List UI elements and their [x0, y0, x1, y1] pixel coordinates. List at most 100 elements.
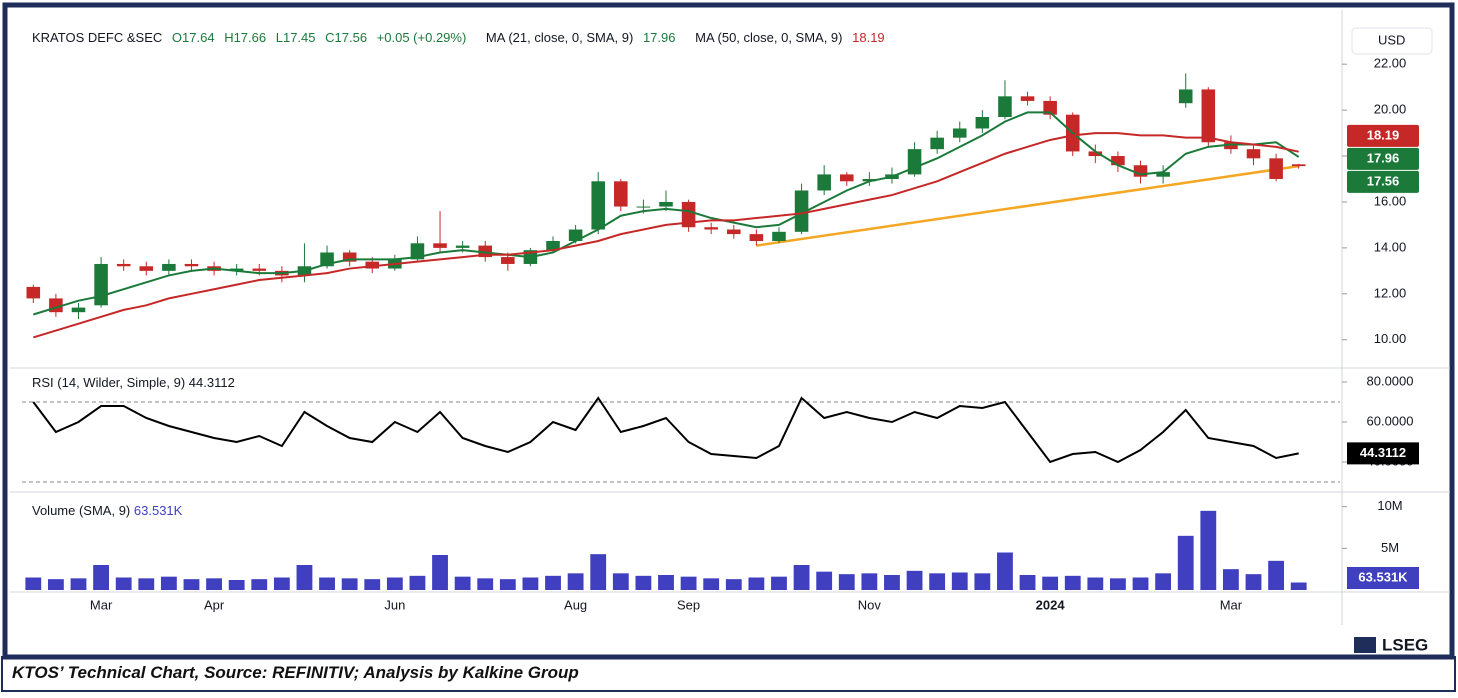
candle-body [1020, 96, 1035, 101]
volume-bar [115, 577, 132, 590]
rsi-legend: RSI (14, Wilder, Simple, 9) 44.3112 [32, 375, 235, 390]
candle-body [1224, 142, 1238, 150]
candle-body [410, 243, 425, 260]
volume-bar [567, 573, 584, 590]
price-box-label: 17.56 [1367, 173, 1400, 188]
volume-bar [296, 565, 313, 590]
y-tick-label: 12.00 [1374, 285, 1407, 300]
price-box [1347, 147, 1419, 170]
header: KRATOS DEFC &SEC O17.64 H17.66 L17.45 C1… [32, 30, 891, 45]
volume-bar [838, 574, 855, 590]
logo-text: LSEG [1382, 635, 1428, 654]
volume-bar [25, 577, 42, 590]
volume-bar [929, 573, 946, 590]
volume-bar [273, 577, 290, 590]
logo-icon [1354, 637, 1376, 653]
low: L17.45 [275, 30, 316, 45]
price-box-label: 18.19 [1367, 127, 1400, 142]
volume-value: 63.531K [134, 503, 183, 518]
volume-name: Volume (SMA, 9) [32, 503, 130, 518]
volume-bar [816, 571, 833, 590]
y-tick-label: 80.0000 [1367, 373, 1414, 388]
candle-body [614, 181, 628, 207]
volume-bar [364, 579, 381, 590]
volume-bar [997, 552, 1013, 590]
y-tick-label: 60.0000 [1367, 413, 1414, 428]
change: +0.05 (+0.29%) [376, 30, 467, 45]
volume-bar [1268, 560, 1285, 590]
candle-body [568, 229, 583, 241]
volume-bar [1290, 582, 1307, 590]
ma50-label: MA (50, close, 0, SMA, 9) [695, 30, 843, 45]
candle-body [229, 268, 244, 271]
volume-bar [793, 565, 810, 590]
candle-body [591, 181, 605, 230]
volume-bar [1177, 535, 1194, 590]
price-box [1347, 124, 1419, 147]
y-tick-label: 20.00 [1374, 102, 1407, 117]
x-tick-label: 2024 [1036, 597, 1066, 612]
volume-bar [1223, 569, 1239, 590]
volume-bar [409, 575, 426, 590]
volume-bar [93, 565, 109, 590]
rsi-box-label: 44.3112 [1360, 445, 1406, 460]
x-tick-label: Mar [90, 597, 113, 612]
y-tick-label: 22.00 [1374, 56, 1407, 71]
candle-body [975, 117, 990, 129]
volume-box [1347, 567, 1419, 589]
candle-body [478, 245, 493, 258]
x-tick-label: Jun [384, 597, 405, 612]
ma50-value: 18.19 [852, 30, 885, 45]
volume-bar [1087, 577, 1104, 590]
volume-bar [612, 573, 629, 590]
candle-body [1088, 151, 1103, 157]
volume-bar [251, 579, 268, 590]
volume-bar [1019, 575, 1036, 590]
volume-bar [499, 579, 516, 590]
volume-bar [884, 575, 900, 590]
volume-bar [658, 575, 674, 590]
volume-bar [1110, 578, 1126, 590]
candle-body [26, 286, 41, 299]
candle-body [501, 257, 515, 264]
candle-body [116, 263, 131, 267]
volume-bar [771, 576, 787, 590]
candle-body [794, 190, 809, 232]
volume-legend: Volume (SMA, 9) 63.531K [32, 503, 183, 518]
y-tick-label: 10M [1377, 498, 1402, 513]
rsi-name: RSI (14, Wilder, Simple, 9) [32, 375, 185, 390]
y-tick-label: 14.00 [1374, 239, 1407, 254]
frame [2, 2, 1455, 660]
volume-bar [974, 573, 991, 590]
currency: USD [1378, 32, 1405, 47]
price-box [1347, 170, 1419, 193]
volume-bar [861, 573, 878, 590]
x-tick-label: Apr [204, 597, 225, 612]
candle-body [636, 206, 651, 208]
y-tick-label: 5M [1381, 540, 1399, 555]
ma21-label: MA (21, close, 0, SMA, 9) [485, 30, 634, 45]
volume-bar [477, 578, 494, 590]
x-tick-label: Mar [1220, 597, 1243, 612]
candle-body [659, 201, 673, 207]
volume-bar [70, 578, 87, 590]
volume-bar [1132, 577, 1149, 590]
candle-body [546, 241, 560, 251]
candle-body [184, 263, 199, 267]
rsi-value: 44.3112 [189, 375, 235, 390]
high: H17.66 [224, 30, 267, 45]
candle-body [1133, 165, 1148, 177]
candle-body [1246, 149, 1261, 159]
candle-body [455, 245, 470, 248]
open: O17.64 [171, 30, 215, 45]
volume-bar [680, 576, 697, 590]
caption: KTOS’ Technical Chart, Source: REFINITIV… [12, 663, 579, 682]
candle-body [365, 261, 380, 269]
volume-bar [1064, 575, 1081, 590]
volume-bar [341, 578, 358, 590]
candle-body [907, 149, 922, 175]
rsi-line [32, 396, 1299, 464]
candle-body [772, 231, 786, 241]
candle-body [1111, 156, 1125, 166]
